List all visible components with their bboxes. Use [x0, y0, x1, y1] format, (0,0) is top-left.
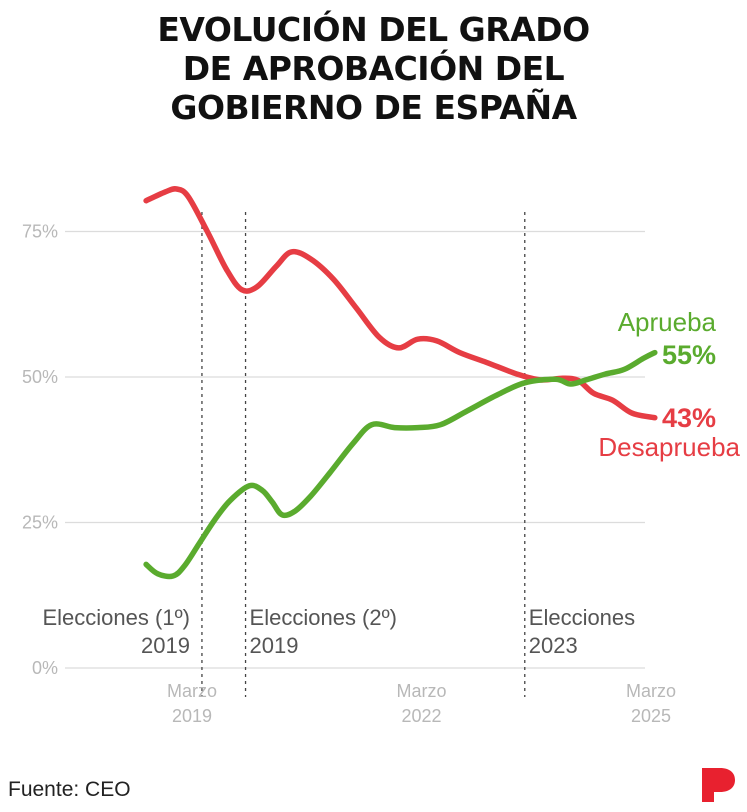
y-tick-label-0: 0% — [32, 658, 58, 678]
end-value-aprueba: 55% — [662, 340, 716, 370]
event-label-2-line-2: 2019 — [250, 633, 299, 658]
event-label-3-line-1: Elecciones — [529, 605, 635, 630]
x-tick-label-2-line-2: 2022 — [401, 706, 441, 726]
x-tick-label-1-line-1: Marzo — [167, 681, 217, 701]
x-tick-label-3-line-1: Marzo — [626, 681, 676, 701]
source-note: Fuente: CEO — [8, 778, 131, 801]
y-tick-label-25: 25% — [22, 513, 58, 533]
end-value-desaprueba: 43% — [662, 403, 716, 433]
title-line-2: DE APROBACIÓN DEL — [182, 49, 565, 88]
x-tick-label-3-line-2: 2025 — [631, 706, 671, 726]
series-line-desaprueba — [143, 186, 658, 421]
legend-label-desaprueba: Desaprueba — [598, 432, 740, 462]
event-label-1-line-1: Elecciones (1º) — [43, 605, 190, 630]
event-label-1-line-2: 2019 — [141, 633, 190, 658]
x-tick-label-2-line-1: Marzo — [396, 681, 446, 701]
y-tick-label-50: 50% — [22, 367, 58, 387]
y-tick-label-75: 75% — [22, 222, 58, 242]
event-label-2-line-1: Elecciones (2º) — [250, 605, 397, 630]
x-tick-label-1-line-2: 2019 — [172, 706, 212, 726]
event-label-3-line-2: 2023 — [529, 633, 578, 658]
chart-title: EVOLUCIÓN DEL GRADO DE APROBACIÓN DEL GO… — [0, 10, 747, 127]
title-line-3: GOBIERNO DE ESPAÑA — [170, 88, 577, 127]
legend-label-aprueba: Aprueba — [618, 307, 717, 337]
publico-p-logo-icon — [702, 768, 735, 802]
title-line-1: EVOLUCIÓN DEL GRADO — [157, 10, 590, 49]
series-line-aprueba — [143, 349, 658, 580]
